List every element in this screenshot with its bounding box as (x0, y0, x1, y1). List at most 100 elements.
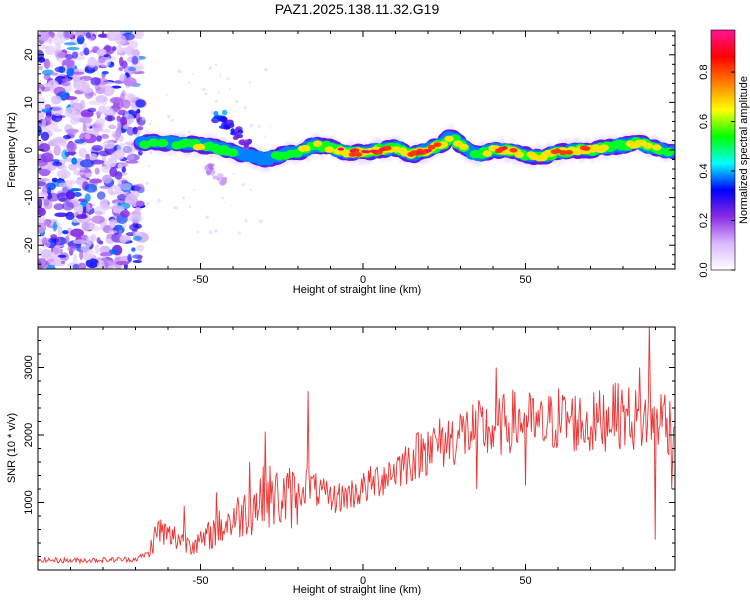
trace-mark (195, 143, 206, 151)
branch-mark (216, 173, 224, 179)
trace-mark (509, 147, 518, 153)
noise-blob (61, 81, 71, 87)
noise-blob (99, 245, 111, 254)
snr-frame (37, 326, 676, 571)
noise-blob (108, 248, 119, 255)
colorbar-label: Normalized spectral amplitude (738, 76, 750, 224)
noise-blob (133, 231, 143, 238)
noise-blob (38, 198, 43, 209)
noise-blob (117, 177, 122, 186)
noise-blob (71, 157, 78, 166)
trace-mark (652, 144, 662, 151)
noise-dot (221, 197, 224, 200)
noise-blob (44, 104, 52, 110)
noise-blob (134, 183, 145, 193)
noise-dot (232, 172, 235, 175)
noise-blob (88, 100, 103, 106)
noise-dot (191, 73, 194, 75)
noise-blob (83, 47, 90, 56)
noise-blob (78, 116, 93, 124)
noise-blob (102, 174, 112, 184)
noise-blob (72, 254, 78, 265)
noise-blob (96, 48, 107, 57)
noise-blob (96, 237, 101, 244)
noise-blob (121, 166, 126, 173)
trace-mark (459, 143, 469, 151)
noise-dot (243, 106, 247, 110)
trace-mark (559, 150, 568, 156)
noise-blob (62, 135, 71, 140)
noise-dot (148, 122, 152, 126)
colorbar: 0.0 0.2 0.4 0.6 0.8 Normalized spectral ampl… (698, 29, 750, 278)
spectrogram-x-label: Height of straight line (km) (293, 284, 421, 296)
noise-blob (54, 212, 68, 218)
noise-blob (62, 201, 74, 211)
noise-blob (113, 149, 125, 160)
noise-blob (43, 58, 50, 69)
noise-blob (52, 136, 67, 146)
noise-dot (193, 189, 196, 191)
noise-blob (117, 45, 123, 54)
noise-blob (80, 79, 86, 86)
noise-blob (38, 181, 47, 187)
noise-blob (38, 56, 46, 63)
branch-mark (226, 119, 234, 126)
noise-blob (131, 247, 136, 252)
noise-blob (92, 123, 102, 130)
snr-plot-area (38, 327, 675, 570)
trace-mark (364, 150, 371, 154)
noise-dot (219, 73, 222, 76)
trace-mark (349, 149, 356, 153)
trace-mark (383, 145, 392, 151)
noise-blob (85, 153, 90, 163)
noise-blob (40, 152, 54, 163)
snr-y-label: SNR (10 * v/v) (6, 413, 18, 483)
noise-dot (235, 99, 239, 104)
signal-trace (133, 109, 675, 186)
noise-blob (133, 31, 144, 40)
snr-panel: -50 0 50 1000 2000 3000 Height of straight l… (6, 326, 676, 596)
x-tick-label: 50 (519, 274, 531, 286)
noise-blob (61, 90, 67, 102)
noise-blob (119, 210, 130, 218)
y-tick-label: 1000 (23, 490, 35, 514)
noise-blob (61, 165, 67, 170)
noise-dot (263, 135, 266, 138)
noise-dot (188, 81, 191, 84)
noise-blob (119, 116, 128, 128)
noise-blob (132, 235, 143, 241)
noise-dot (149, 151, 153, 155)
trace-mark (354, 152, 363, 157)
noise-blob (51, 177, 58, 183)
spectrogram-frame (37, 30, 676, 270)
noise-dot (156, 198, 161, 203)
noise-blob (38, 191, 48, 198)
noise-blob (112, 102, 120, 113)
noise-blob (84, 133, 91, 140)
noise-blob (114, 130, 120, 141)
colorbar-tick-label: 0.2 (698, 213, 710, 228)
x-tick-label: 50 (519, 575, 531, 587)
noise-blob (77, 198, 88, 203)
noise-dot (223, 201, 225, 204)
branch-mark (234, 133, 241, 139)
noise-blob (41, 108, 53, 113)
noise-blob (136, 126, 144, 131)
noise-blob (87, 107, 97, 113)
noise-blob (72, 71, 85, 75)
noise-dot (169, 153, 172, 156)
noise-blob (100, 133, 109, 139)
noise-blob (99, 128, 111, 133)
noise-blob (80, 159, 94, 168)
noise-blob (93, 85, 100, 90)
noise-blob (94, 167, 100, 175)
branch-mark (221, 109, 228, 116)
y-tick-label: 10 (23, 96, 35, 108)
spectrogram-data (38, 31, 675, 269)
noise-dot (269, 125, 272, 128)
noise-blob (132, 210, 142, 220)
colorbar-bar (710, 29, 736, 271)
noise-blob (71, 51, 79, 59)
noise-dot (165, 94, 168, 97)
noise-blob (40, 131, 50, 141)
